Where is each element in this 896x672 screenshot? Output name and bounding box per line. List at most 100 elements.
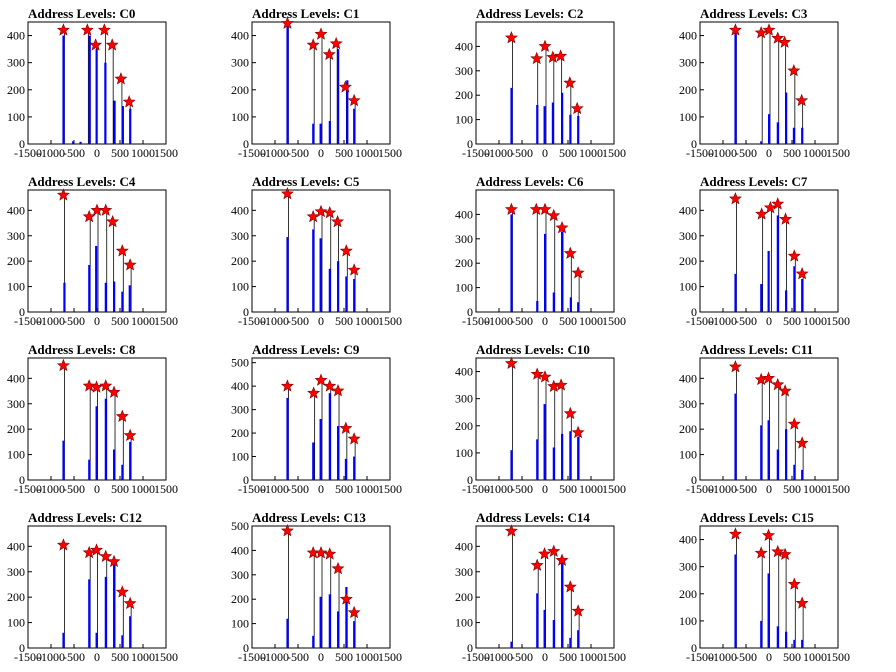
x-tick-label: -1000 (485, 482, 513, 496)
x-tick-label: -1000 (485, 146, 513, 160)
histogram-bar (767, 573, 770, 648)
x-tick-label: -1500 (14, 650, 42, 664)
peak-marker (570, 101, 584, 115)
x-tick-label: -500 (735, 314, 757, 328)
x-tick-label: 1500 (826, 314, 850, 328)
x-tick-label: 0 (94, 650, 100, 664)
histogram-bar (345, 587, 348, 648)
histogram-bar (128, 285, 131, 312)
x-tick-label: 1000 (803, 482, 827, 496)
histogram-bar (95, 632, 98, 648)
peak-marker (504, 31, 518, 44)
peak-marker (331, 214, 345, 228)
histogram-bar (129, 441, 132, 480)
histogram-panel: Address Levels: C0 0 100 200 300 400 -1500 -100… (0, 0, 224, 168)
x-tick-label: 1000 (803, 314, 827, 328)
x-tick-label: 500 (783, 314, 801, 328)
y-tick-label: 0 (691, 137, 697, 151)
x-tick-label: 1000 (579, 146, 603, 160)
peak-marker (115, 409, 129, 422)
histogram-bar (286, 24, 289, 144)
histogram-bar (121, 464, 124, 480)
histogram-bar (734, 393, 737, 480)
histogram-bar (337, 611, 340, 648)
histogram-bar (353, 278, 356, 312)
x-tick-label: 1500 (826, 482, 850, 496)
x-tick-label: 1000 (131, 314, 155, 328)
peak-marker (795, 596, 809, 609)
histogram-panel: Address Levels: C3 0 100 200 300 400 -1500 -100… (672, 0, 896, 168)
histogram-bar (561, 92, 564, 144)
histogram-bar (510, 450, 513, 480)
x-tick-label: -1000 (37, 650, 65, 664)
x-tick-label: -1500 (238, 146, 266, 160)
peak-marker (504, 524, 518, 537)
histogram-bar (793, 639, 796, 648)
histogram-bar (785, 429, 788, 480)
histogram-bar (543, 404, 546, 480)
y-tick-label: 400 (455, 39, 473, 53)
histogram-bar (286, 397, 289, 480)
histogram-plot: 0 100 200 300 400 -1500-1000-500 0 500 1000 1500 (231, 16, 402, 160)
y-tick-label: 100 (231, 110, 249, 124)
histogram-panel: Address Levels: C13 0 100 200 300 400 500 -1500… (224, 504, 448, 672)
peak-marker (795, 436, 809, 449)
peak-marker (123, 596, 137, 610)
histogram-bar (760, 141, 763, 144)
x-tick-label: 0 (318, 314, 324, 328)
peak-marker (547, 208, 561, 222)
y-tick-label: 400 (231, 543, 249, 557)
x-tick-label: 500 (335, 650, 353, 664)
x-tick-label: 0 (766, 482, 772, 496)
x-tick-label: -500 (63, 146, 85, 160)
histogram-bar (552, 292, 555, 312)
histogram-bar (113, 559, 116, 648)
peak-marker (563, 76, 577, 89)
y-tick-label: 300 (455, 232, 473, 246)
y-tick-label: 100 (455, 113, 473, 127)
y-tick-label: 0 (243, 137, 249, 151)
histogram-bar (104, 576, 107, 648)
peak-marker (771, 544, 785, 558)
x-tick-label: 0 (766, 146, 772, 160)
histogram-plot: 0 100 200 300 400 -1500-1000-500 0 500 1000 1500 (455, 189, 626, 328)
histogram-bar (734, 273, 737, 312)
x-tick-label: 1500 (378, 482, 402, 496)
histogram-bar (113, 449, 116, 480)
peak-marker (56, 23, 70, 36)
x-tick-label: 1000 (803, 650, 827, 664)
x-tick-label: 1000 (131, 650, 155, 664)
histogram-bar (510, 214, 513, 312)
histogram-bar (113, 100, 116, 144)
peak-marker (89, 38, 103, 51)
histogram-bar (801, 127, 804, 144)
x-tick-label: -500 (287, 482, 309, 496)
panel-title: Address Levels: C13 (252, 510, 366, 525)
y-tick-label: 100 (455, 446, 473, 460)
panel-title: Address Levels: C8 (28, 342, 136, 357)
x-tick-label: -1000 (37, 146, 65, 160)
x-tick-label: 500 (111, 650, 129, 664)
y-tick-label: 400 (455, 365, 473, 379)
histogram-bar (63, 282, 66, 312)
peak-marker (504, 356, 518, 369)
histogram-bar (88, 459, 91, 480)
y-tick-label: 200 (231, 592, 249, 606)
histogram-bar (121, 291, 124, 312)
x-tick-label: 1000 (579, 482, 603, 496)
peak-marker (90, 203, 104, 216)
histogram-bar (62, 35, 65, 144)
histogram-bar (536, 301, 539, 312)
x-tick-label: 500 (111, 146, 129, 160)
x-tick-label: -1000 (261, 650, 289, 664)
peak-marker (97, 23, 111, 36)
peak-marker (762, 528, 776, 542)
y-tick-label: 0 (691, 305, 697, 319)
panel-title: Address Levels: C4 (28, 174, 136, 189)
histogram-bar (543, 106, 546, 144)
peak-marker (563, 406, 577, 420)
histogram-bar (510, 87, 513, 144)
x-tick-label: -1500 (686, 314, 714, 328)
peak-marker (538, 547, 552, 560)
